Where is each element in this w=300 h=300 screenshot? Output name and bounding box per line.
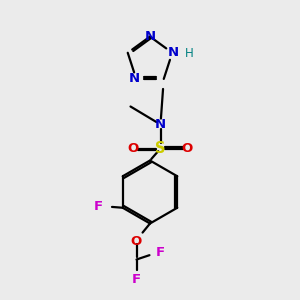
Text: H: H [185, 47, 194, 60]
Text: O: O [182, 142, 193, 155]
Text: O: O [130, 235, 142, 248]
Text: F: F [132, 273, 141, 286]
Text: N: N [129, 72, 140, 86]
Text: S: S [155, 141, 166, 156]
Text: F: F [93, 200, 102, 213]
Text: N: N [168, 46, 179, 59]
Text: O: O [128, 142, 139, 155]
Text: F: F [155, 245, 164, 259]
Text: N: N [155, 118, 166, 131]
Text: N: N [144, 30, 156, 43]
